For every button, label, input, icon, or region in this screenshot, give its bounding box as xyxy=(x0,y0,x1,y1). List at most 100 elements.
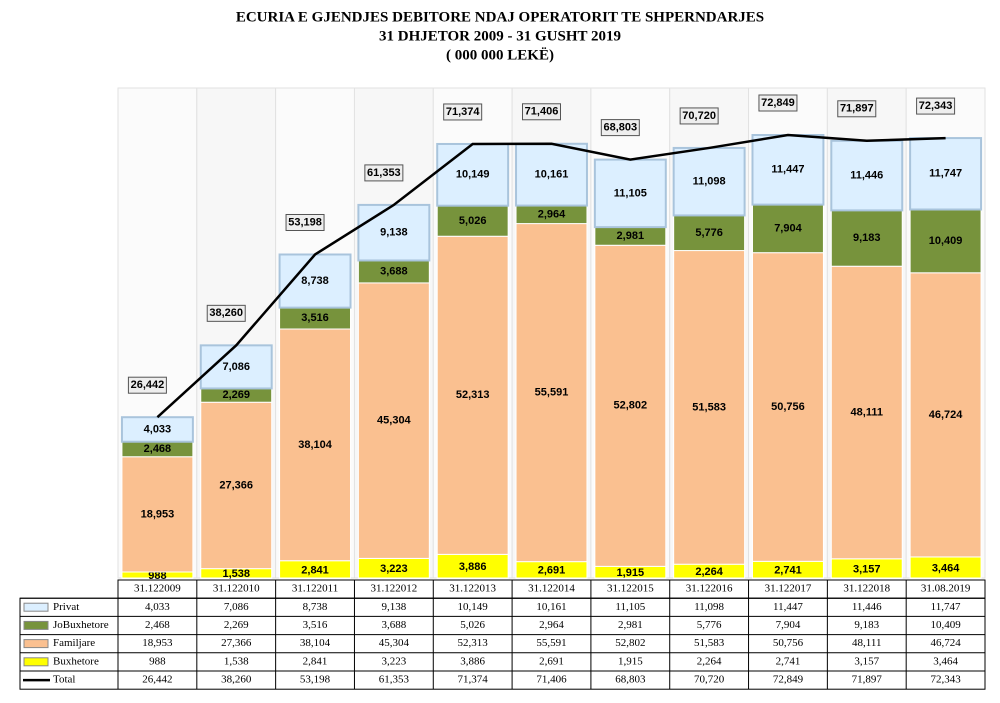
bar-segment xyxy=(673,250,746,565)
legend-label: Privat xyxy=(53,601,79,613)
data-label: 3,516 xyxy=(301,312,329,324)
total-label-box xyxy=(600,119,640,137)
table-cell: 7,086 xyxy=(224,601,249,613)
data-label: 1,915 xyxy=(617,567,645,579)
data-label: 7,086 xyxy=(222,361,250,373)
bar-segment xyxy=(120,416,194,443)
table-cell: 2,741 xyxy=(776,655,801,667)
data-label: 5,776 xyxy=(695,227,723,239)
total-label: 72,849 xyxy=(761,97,795,109)
data-label: 52,802 xyxy=(613,400,647,412)
bar-segment xyxy=(515,223,588,563)
bar-segment xyxy=(593,158,667,229)
chart-title: ECURIA E GJENDJES DEBITORE NDAJ OPERATOR… xyxy=(236,9,764,25)
data-label: 38,104 xyxy=(298,439,333,451)
table-cell: 71,406 xyxy=(536,674,567,686)
table-cell: 18,953 xyxy=(142,637,173,649)
table-cell: 52,313 xyxy=(458,637,489,649)
table-cell: 2,269 xyxy=(224,619,249,631)
total-label-box xyxy=(522,103,561,121)
data-label: 8,738 xyxy=(301,275,329,287)
data-label: 2,269 xyxy=(222,389,250,401)
table-cell: 5,026 xyxy=(460,619,485,631)
table-cell: 3,516 xyxy=(303,619,328,631)
table-cell: 71,374 xyxy=(458,674,489,686)
total-label: 68,803 xyxy=(603,122,637,134)
table-cell: 72,343 xyxy=(930,674,961,686)
table-cell: 70,720 xyxy=(694,674,725,686)
table-cell: 2,964 xyxy=(539,619,564,631)
legend-label: Total xyxy=(53,674,75,686)
data-label: 3,223 xyxy=(380,563,408,575)
x-tick-label: 31.122017 xyxy=(765,583,812,595)
bar-segment xyxy=(357,203,431,262)
total-line xyxy=(156,133,946,419)
total-label: 70,720 xyxy=(682,110,716,122)
total-label-box xyxy=(206,304,246,322)
x-tick-label: 31.122014 xyxy=(528,583,575,595)
total-label: 26,442 xyxy=(131,379,165,391)
data-label: 5,026 xyxy=(459,215,487,227)
total-label: 71,406 xyxy=(525,106,559,118)
table-cell: 53,198 xyxy=(300,674,331,686)
total-label-box xyxy=(837,100,877,118)
bar-segment xyxy=(830,139,904,212)
table-cell: 1,538 xyxy=(224,655,249,667)
data-label: 3,464 xyxy=(932,562,960,574)
table-cell: 5,776 xyxy=(697,619,722,631)
legend-key xyxy=(23,620,49,630)
data-label: 55,591 xyxy=(535,387,569,399)
data-label: 9,138 xyxy=(380,227,408,239)
table-cell: 11,446 xyxy=(852,601,882,613)
data-label: 11,446 xyxy=(850,169,883,181)
x-tick-label: 31.122018 xyxy=(843,583,890,595)
legend-key xyxy=(23,657,49,667)
x-tick-label: 31.122015 xyxy=(607,583,654,595)
bar-segment xyxy=(830,209,903,267)
x-tick-label: 31.122009 xyxy=(134,583,181,595)
data-label: 9,183 xyxy=(853,232,881,244)
total-label-box xyxy=(679,107,719,125)
bar-segment xyxy=(436,142,510,207)
legend-label: Familjare xyxy=(53,637,95,649)
table-cell: 2,691 xyxy=(539,655,564,667)
data-label: 10,149 xyxy=(456,169,490,181)
chart-subtitle: 31 DHJETOR 2009 - 31 GUSHT 2019 xyxy=(379,28,621,44)
table-cell: 2,468 xyxy=(145,619,170,631)
bar-segment xyxy=(672,146,746,217)
table-cell: 38,104 xyxy=(300,637,331,649)
table-cell: 50,756 xyxy=(773,637,804,649)
total-label: 53,198 xyxy=(288,216,322,228)
data-label: 45,304 xyxy=(377,415,412,427)
data-label: 7,904 xyxy=(774,223,802,235)
table-cell: 11,105 xyxy=(615,601,645,613)
bar-segment xyxy=(751,134,825,206)
table-cell: 10,409 xyxy=(930,619,961,631)
table-cell: 72,849 xyxy=(773,674,804,686)
table-cell: 3,223 xyxy=(381,655,406,667)
table-cell: 10,161 xyxy=(536,601,566,613)
data-label: 2,841 xyxy=(301,564,329,576)
data-label: 11,747 xyxy=(929,168,962,180)
table-cell: 27,366 xyxy=(221,637,252,649)
table-cell: 3,886 xyxy=(460,655,485,667)
table-cell: 11,098 xyxy=(694,601,724,613)
total-label: 71,897 xyxy=(840,103,874,115)
total-label-box xyxy=(443,103,483,121)
data-label: 2,691 xyxy=(538,565,566,577)
table-cell: 3,688 xyxy=(381,619,406,631)
table-cell: 2,841 xyxy=(303,655,328,667)
data-label: 10,161 xyxy=(535,169,569,181)
bar-segment xyxy=(909,209,982,274)
x-tick-label: 31.122013 xyxy=(449,583,496,595)
x-tick-label: 31.122010 xyxy=(213,583,260,595)
bar-segment xyxy=(909,137,983,211)
table-cell: 11,447 xyxy=(773,601,803,613)
total-label: 61,353 xyxy=(367,167,401,179)
data-label: 988 xyxy=(148,570,166,582)
table-cell: 1,915 xyxy=(618,655,643,667)
bar-segment xyxy=(830,265,903,560)
data-label: 2,264 xyxy=(695,566,723,578)
table-cell: 71,897 xyxy=(852,674,883,686)
